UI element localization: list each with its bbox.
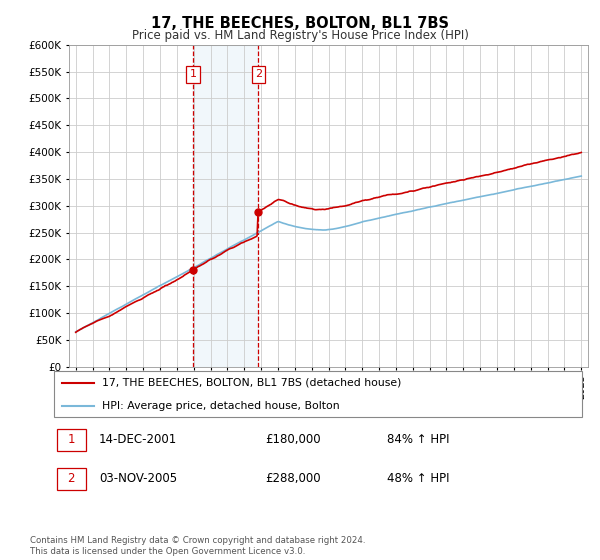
FancyBboxPatch shape	[56, 468, 86, 489]
Text: 17, THE BEECHES, BOLTON, BL1 7BS: 17, THE BEECHES, BOLTON, BL1 7BS	[151, 16, 449, 31]
Text: £180,000: £180,000	[265, 433, 321, 446]
Text: 14-DEC-2001: 14-DEC-2001	[99, 433, 177, 446]
FancyBboxPatch shape	[54, 371, 582, 417]
Text: HPI: Average price, detached house, Bolton: HPI: Average price, detached house, Bolt…	[101, 401, 339, 410]
Text: 17, THE BEECHES, BOLTON, BL1 7BS (detached house): 17, THE BEECHES, BOLTON, BL1 7BS (detach…	[101, 378, 401, 388]
Text: Contains HM Land Registry data © Crown copyright and database right 2024.
This d: Contains HM Land Registry data © Crown c…	[30, 536, 365, 556]
Text: 1: 1	[67, 433, 75, 446]
Text: 2: 2	[255, 69, 262, 80]
Text: 48% ↑ HPI: 48% ↑ HPI	[386, 472, 449, 486]
Text: £288,000: £288,000	[265, 472, 321, 486]
Text: 1: 1	[190, 69, 197, 80]
Text: 03-NOV-2005: 03-NOV-2005	[99, 472, 177, 486]
Bar	[193, 45, 259, 367]
Text: Price paid vs. HM Land Registry's House Price Index (HPI): Price paid vs. HM Land Registry's House …	[131, 29, 469, 42]
Text: 84% ↑ HPI: 84% ↑ HPI	[386, 433, 449, 446]
Text: 2: 2	[67, 472, 75, 486]
FancyBboxPatch shape	[56, 429, 86, 450]
